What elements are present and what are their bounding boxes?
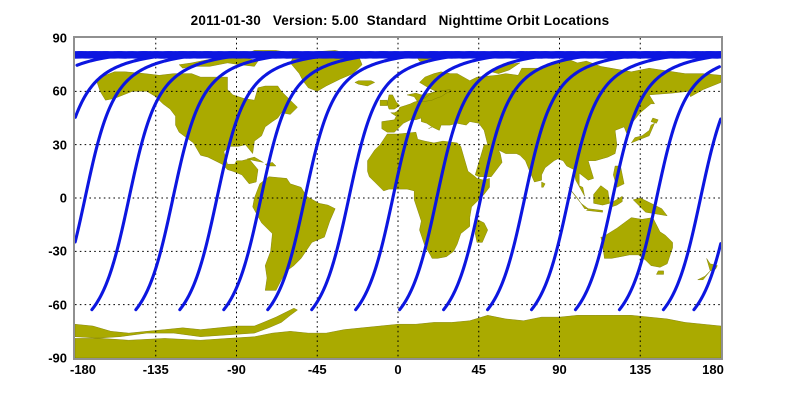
y-tick-label: 60	[52, 83, 67, 99]
x-tick-label: 180	[702, 362, 724, 377]
orbit-ground-track	[661, 117, 721, 312]
x-tick-label: 135	[629, 362, 652, 377]
figure-title: 2011-01-30 Version: 5.00 Standard Nightt…	[190, 13, 610, 28]
orbit-ground-track	[134, 51, 311, 312]
orbit-ground-track	[75, 51, 193, 119]
orbit-ground-track	[573, 54, 721, 312]
orbit-ground-track	[75, 51, 223, 244]
orbit-ground-track	[617, 65, 721, 312]
landmass-polygon	[354, 80, 376, 87]
x-tick-label: -135	[142, 362, 169, 377]
landmass-polygon	[379, 100, 388, 106]
orbit-ground-track	[529, 51, 707, 312]
map-plot-area	[73, 36, 723, 360]
orbit-ground-track	[442, 51, 619, 312]
landmass-polygon	[697, 270, 711, 280]
orbit-ground-track	[266, 51, 443, 312]
x-tick-label: 0	[394, 362, 402, 377]
landmass-polygon	[96, 71, 298, 185]
y-axis-tick-labels: 90 60 30 0 -30 -60 -90	[0, 32, 67, 365]
x-axis-tick-labels: -180 -135 -90 -45 0 45 90 135 180	[69, 362, 724, 382]
orbit-ground-track	[486, 51, 663, 312]
y-tick-label: 30	[52, 137, 67, 153]
orbit-ground-track	[222, 51, 399, 312]
landmass-polygon	[474, 218, 488, 243]
x-tick-label: -180	[69, 362, 97, 377]
landmass-polygon	[632, 197, 668, 217]
y-tick-label: 90	[52, 30, 67, 46]
landmass-polygon	[630, 122, 656, 144]
orbit-ground-track	[178, 51, 355, 312]
orbit-ground-track	[398, 51, 575, 312]
y-tick-label: -90	[48, 350, 67, 366]
landmass-polygon	[656, 270, 664, 275]
x-tick-label: 45	[471, 362, 486, 377]
landmass-polygon	[600, 217, 673, 268]
x-tick-label: -45	[307, 362, 327, 377]
landmass-polygon	[252, 176, 336, 291]
y-tick-label: 0	[59, 190, 67, 206]
y-tick-label: -60	[48, 297, 67, 313]
orbit-ground-track	[692, 242, 721, 312]
landmass-polygon	[650, 117, 659, 124]
orbit-ground-track	[310, 51, 487, 312]
orbit-track-layer	[75, 51, 721, 312]
landmass-polygon	[386, 94, 401, 110]
y-tick-label: -30	[48, 243, 67, 259]
map-canvas	[75, 38, 721, 358]
landmass-polygon	[541, 181, 546, 188]
orbit-ground-track	[90, 51, 267, 312]
landmass-polygon	[593, 185, 610, 206]
orbit-ground-track	[354, 51, 531, 312]
x-tick-label: 90	[552, 362, 567, 377]
x-tick-label: -90	[227, 362, 246, 377]
landmass-polygon	[585, 208, 603, 213]
landmass-polygon	[247, 156, 264, 163]
